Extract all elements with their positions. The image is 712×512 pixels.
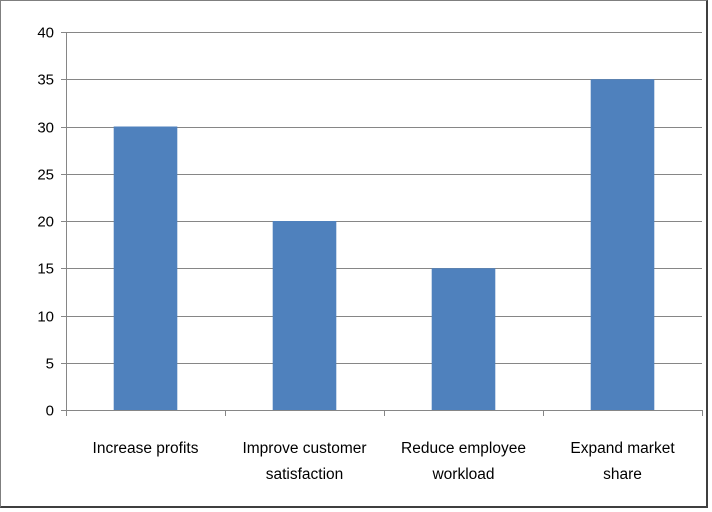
bar bbox=[591, 79, 655, 410]
x-category-label: share bbox=[603, 466, 642, 483]
bars bbox=[114, 79, 655, 410]
bar bbox=[273, 221, 337, 410]
y-tick-label: 40 bbox=[37, 25, 54, 42]
x-category-label: Increase profits bbox=[93, 440, 199, 457]
x-category-label: workload bbox=[431, 466, 494, 483]
x-category-label: Expand market bbox=[570, 440, 675, 457]
y-tick-label: 5 bbox=[46, 356, 54, 373]
x-category-label: satisfaction bbox=[266, 466, 344, 483]
y-tick-label: 25 bbox=[37, 167, 54, 184]
y-tick-label: 10 bbox=[37, 309, 54, 326]
y-tick-labels: 0 5 10 15 20 25 30 35 40 bbox=[37, 25, 54, 420]
x-category-labels: Increase profits Improve customer satisfac… bbox=[93, 440, 676, 483]
y-tick-label: 0 bbox=[46, 403, 54, 420]
x-category-label: Reduce employee bbox=[401, 440, 526, 457]
y-tick-label: 35 bbox=[37, 72, 54, 89]
y-tick-label: 20 bbox=[37, 214, 54, 231]
bar bbox=[432, 268, 496, 410]
y-tick-label: 15 bbox=[37, 261, 54, 278]
y-tick-label: 30 bbox=[37, 120, 54, 137]
x-category-label: Improve customer bbox=[242, 440, 366, 457]
bar bbox=[114, 127, 178, 411]
